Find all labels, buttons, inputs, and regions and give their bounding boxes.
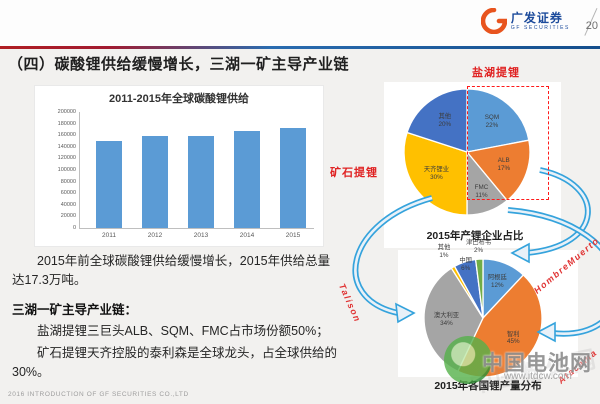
paragraph-ore: 矿石提锂天齐控股的泰利森是全球龙头，占全球供给的30%。: [12, 345, 338, 379]
paragraph-heading: 三湖一矿主导产业链：: [12, 302, 138, 317]
y-axis-tick: 80000: [60, 178, 76, 185]
y-axis-tick: 60000: [60, 190, 76, 197]
bar-2012: [142, 136, 168, 228]
y-axis-tick: 200000: [57, 109, 76, 115]
salt-lake-highlight-box: [467, 86, 549, 200]
pie-label-津巴布韦: 津巴布韦 2%: [465, 239, 492, 255]
body-text: 2015年前全球碳酸锂供给缓慢增长，2015年供给总量达17.3万吨。 三湖一矿…: [12, 252, 338, 386]
salt-lake-label: 盐湖提锂: [472, 67, 520, 79]
pie-slice-SQM: [466, 88, 530, 153]
talison-annotation: Talison: [336, 282, 363, 325]
brand-logo: 广发证券 GF SECURITIES: [480, 8, 570, 34]
x-axis-tick: 2011: [102, 232, 116, 239]
bar-chart-title: 2011-2015年全球碳酸锂供给: [109, 93, 249, 105]
title-divider-line: [0, 46, 600, 49]
ore-extraction-label: 矿石提锂: [330, 167, 378, 179]
x-axis-tick: 2015: [285, 232, 301, 239]
pie-label-智利: 智利 45%: [506, 330, 520, 346]
paragraph-saltlake: 盐湖提锂三巨头ALB、SQM、FMC占市场份额50%；: [37, 324, 329, 339]
pie-chart-companies: SQM 22% ALB 17% FMC 11% 天齐锂业 30% 其他 20%: [397, 82, 537, 222]
pie1-title: 2015年产锂企业占比: [426, 230, 524, 242]
header: 广发证券 GF SECURITIES 20: [0, 0, 600, 46]
pie-chart-countries: 阿根廷 12% 智利 45% 澳大利亚 34% 其他 1% 中国 6% 津巴布韦 2%: [403, 238, 563, 398]
bar-chart-panel: 2011-2015年全球碳酸锂供给 0 20000 40000 60000 80000 1…: [34, 85, 324, 247]
footer-text: 2016 INTRODUCTION OF GF SECURITIES CO.,L…: [8, 391, 189, 398]
y-axis-tick: 0: [72, 225, 76, 231]
pie-label-阿根廷: 阿根廷 12%: [487, 273, 507, 289]
y-axis-tick: 140000: [57, 143, 76, 150]
x-axis-tick: 2012: [147, 232, 163, 239]
y-axis-tick: 160000: [57, 132, 76, 139]
y-axis-tick: 100000: [57, 167, 76, 173]
y-axis-tick: 40000: [60, 201, 76, 208]
brand-name-en: GF SECURITIES: [510, 24, 570, 31]
y-axis-tick: 120000: [57, 155, 76, 162]
bar-2014: [234, 130, 260, 228]
pie-label-其他: 其他 20%: [438, 113, 452, 129]
slide-title: （四）碳酸锂供给缓慢增长，三湖一矿主导产业链: [8, 56, 350, 73]
paragraph-supply: 2015年前全球碳酸锂供给缓慢增长，2015年供给总量达17.3万吨。: [12, 254, 331, 288]
gf-logo-icon: [480, 8, 507, 34]
pie-slice-津巴布韦: [474, 258, 484, 319]
pie-label-其他: 其他 1%: [437, 243, 451, 259]
y-axis-tick: 20000: [60, 213, 76, 220]
bar-2015: [280, 127, 306, 228]
pie-label-SQM: SQM 22%: [484, 113, 500, 129]
bar-2011: [96, 141, 122, 228]
y-axis-tick: 180000: [57, 120, 76, 127]
bar-chart-plot: 0 20000 40000 60000 80000 100000 120000 140000 1…: [58, 109, 314, 239]
pie-slice-天齐锂业: [403, 131, 468, 216]
pie-label-中国: 中国 6%: [459, 256, 472, 272]
pie-label-澳大利亚: 澳大利亚 34%: [433, 312, 460, 328]
pie-label-ALB: ALB 17%: [497, 157, 511, 173]
x-axis-tick: 2014: [239, 232, 255, 239]
x-axis-tick: 2013: [193, 232, 209, 239]
page-number: 20: [585, 20, 598, 32]
pie-label-FMC: FMC 11%: [474, 184, 489, 200]
pie-label-天齐锂业: 天齐锂业 30%: [423, 166, 449, 182]
pie-slice-其他: [406, 88, 468, 153]
bar-2013: [188, 136, 214, 228]
brand-name-cn: 广发证券: [510, 10, 563, 25]
pie2-title: 2015年各国锂产量分布: [434, 380, 542, 392]
